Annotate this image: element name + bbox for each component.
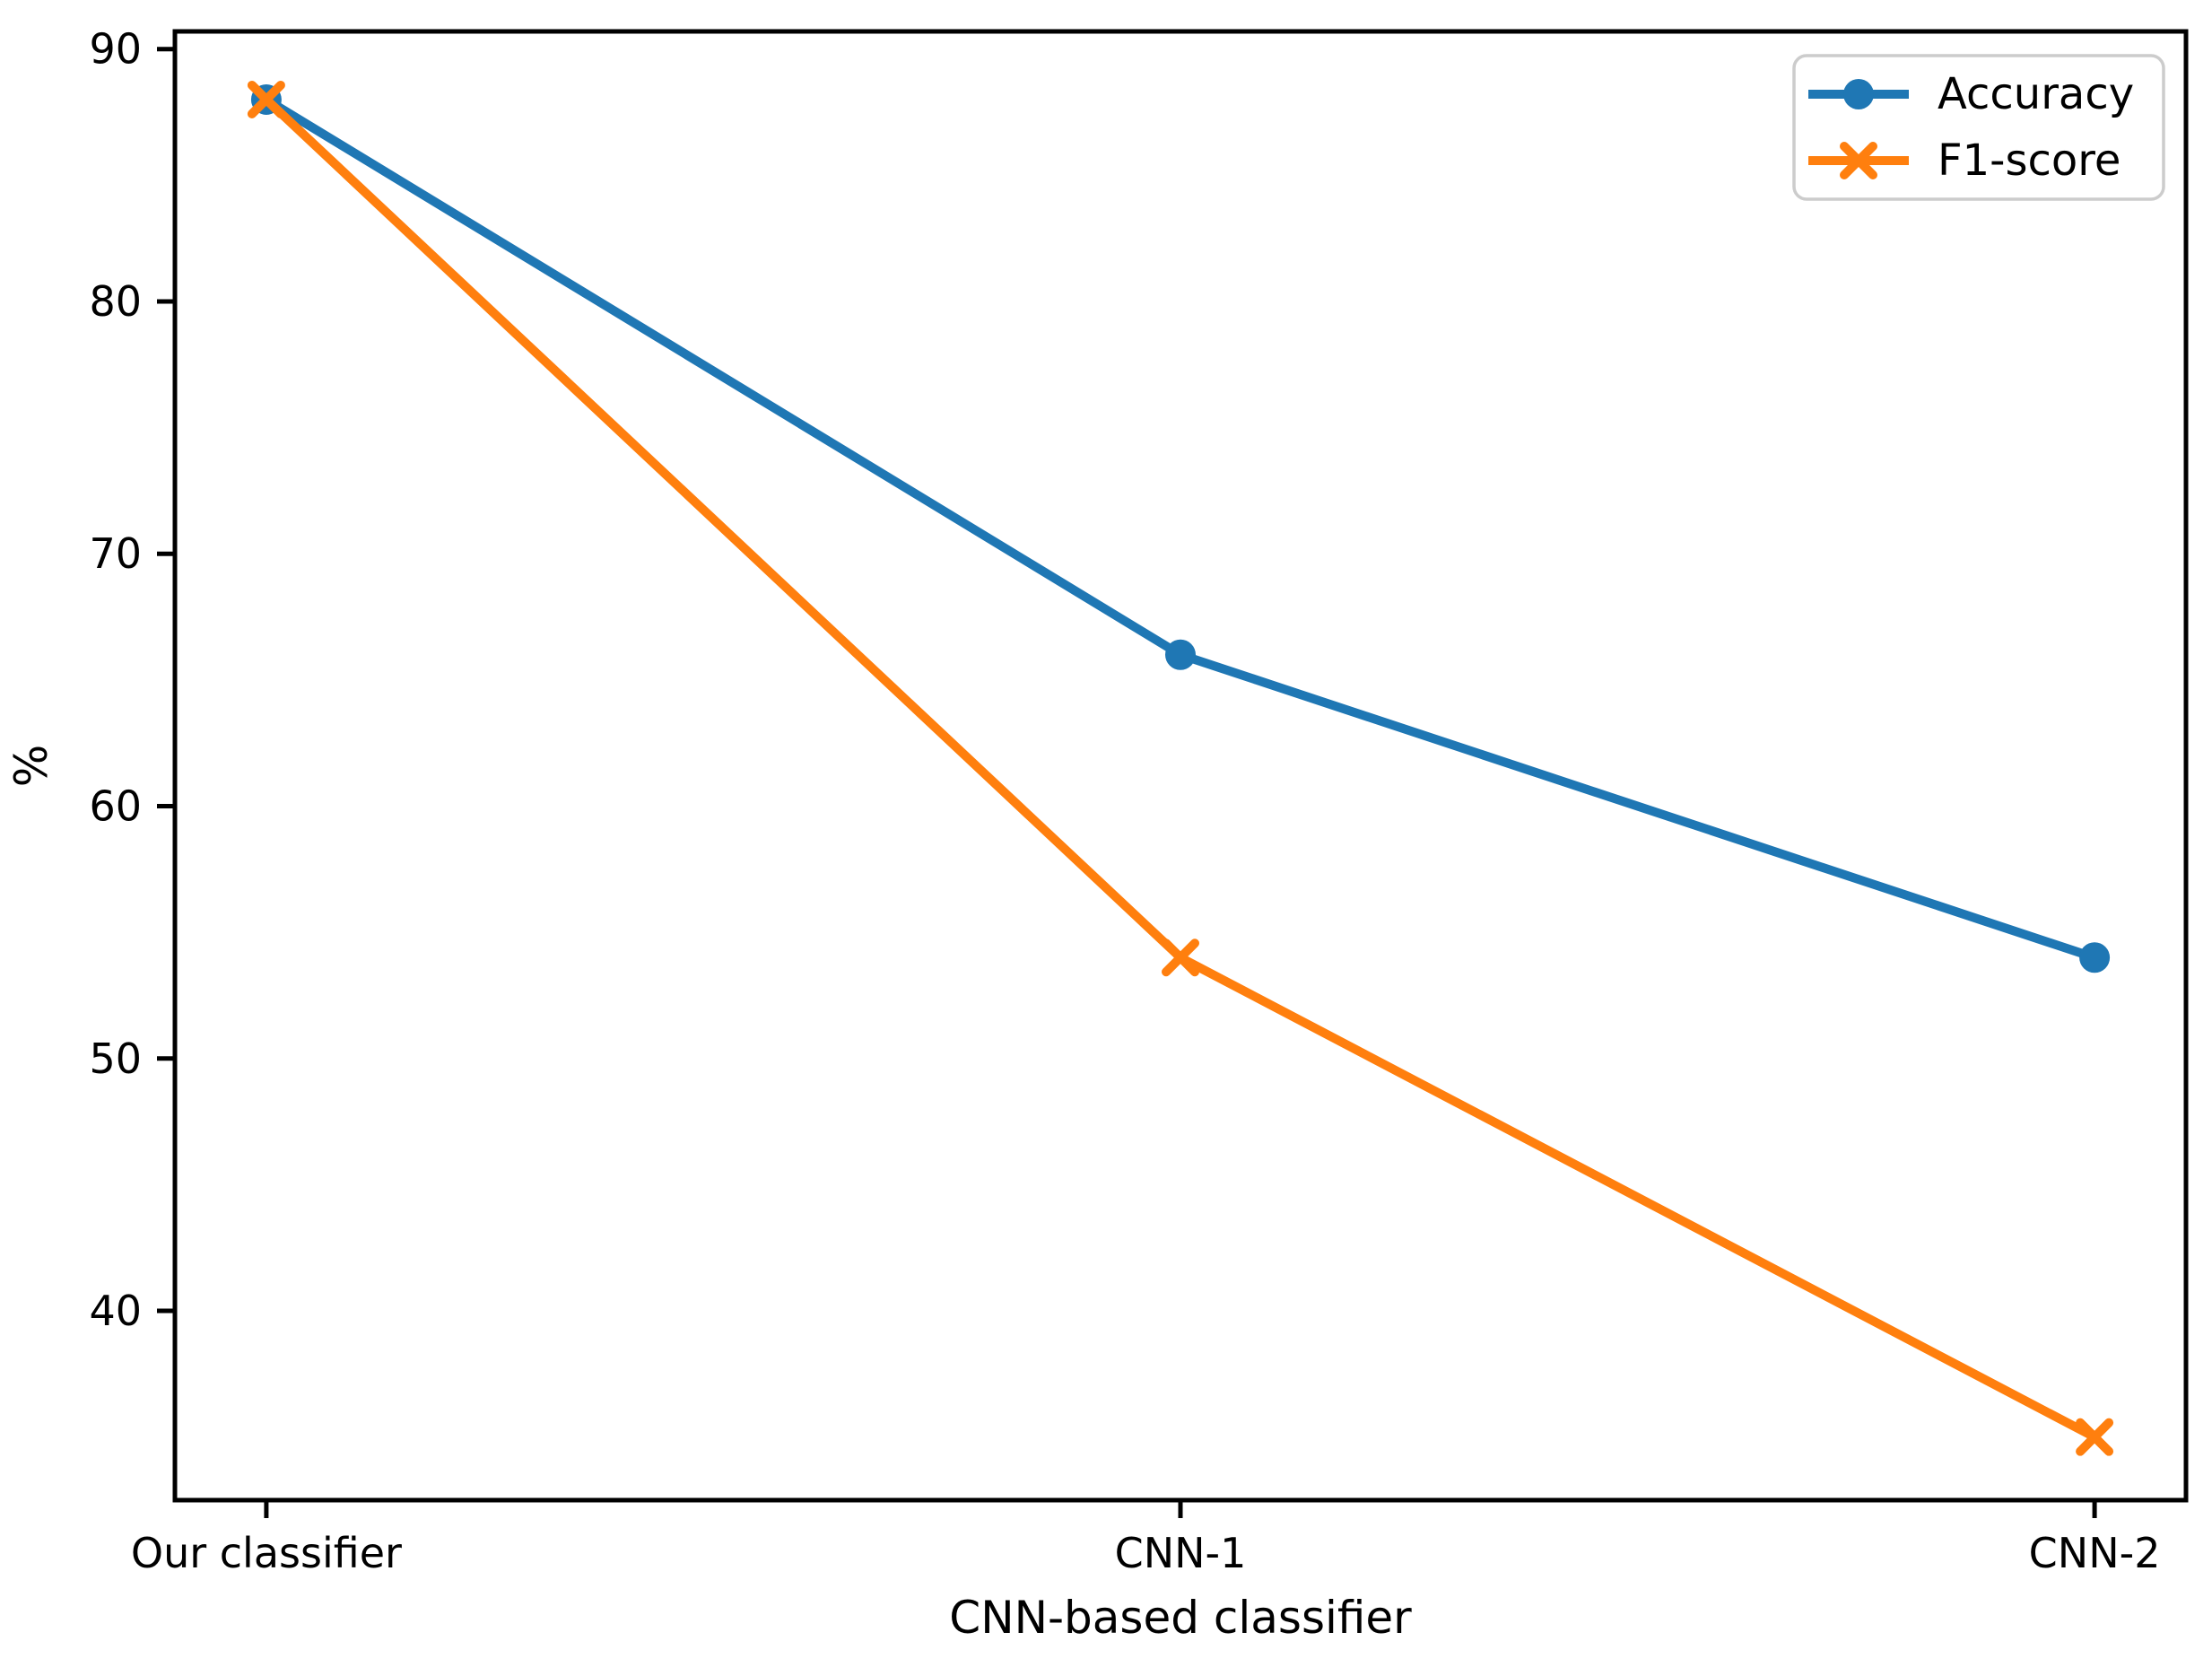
y-tick-label-40: 40 — [89, 1287, 142, 1335]
series-line-accuracy — [261, 94, 2100, 963]
data-point-f1-score-cnn-2 — [2076, 1418, 2114, 1456]
legend: Accuracy F1-score — [1792, 54, 2165, 201]
legend-label-f1-score: F1-score — [1938, 135, 2121, 186]
plot-frame — [172, 29, 2189, 1503]
legend-label-accuracy: Accuracy — [1938, 69, 2134, 119]
y-tick-label-50: 50 — [89, 1034, 142, 1083]
x-tick-label-cnn-2: CNN-2 — [2029, 1529, 2161, 1577]
x-axis-label: CNN-based classifier — [949, 1592, 1412, 1644]
y-tick-label-70: 70 — [89, 529, 142, 578]
data-point-accuracy-cnn-1 — [1165, 639, 1196, 670]
data-point-f1-score-cnn-1 — [1162, 938, 1199, 977]
legend-marker-accuracy — [1843, 79, 1874, 109]
y-tick-label-80: 80 — [89, 277, 142, 326]
series-line-f1-score — [261, 94, 2100, 1442]
x-tick-label-cnn-1: CNN-1 — [1115, 1529, 1247, 1577]
legend-marker-f1-score — [1840, 142, 1877, 179]
data-point-f1-score-our-classifier — [247, 80, 285, 118]
y-axis-label: % — [5, 745, 57, 788]
y-tick-label-60: 60 — [89, 782, 142, 831]
data-point-accuracy-cnn-2 — [2079, 942, 2111, 973]
y-tick-label-90: 90 — [89, 25, 142, 74]
x-tick-label-our-classifier: Our classifier — [131, 1529, 402, 1577]
